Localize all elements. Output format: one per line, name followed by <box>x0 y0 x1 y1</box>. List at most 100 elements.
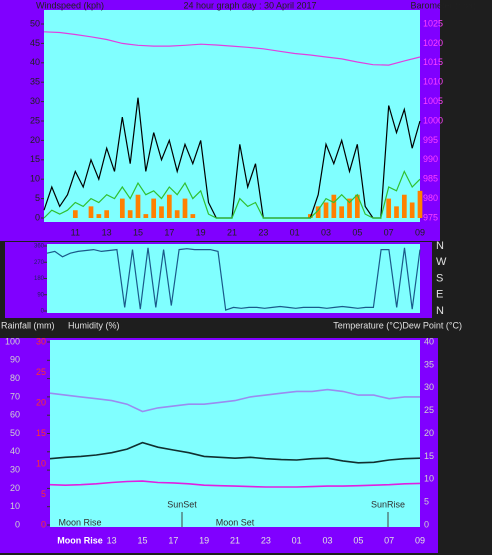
y-tick-label: 20 <box>30 135 40 145</box>
plot-direction <box>47 244 420 313</box>
line <box>43 31 421 66</box>
x-tick-label: 03 <box>322 535 332 545</box>
y-tick-label: 30 <box>30 96 40 106</box>
y-tick-label: 70 <box>10 391 20 401</box>
x-tick-label: 03 <box>321 227 331 237</box>
x-tick-label: 09 <box>415 535 425 545</box>
y2-tick-label: E <box>436 289 443 301</box>
x-tick-label: 23 <box>261 535 271 545</box>
y2-tick-label: W <box>436 256 447 268</box>
y2-tick-label: N <box>436 240 444 252</box>
bar <box>394 206 399 218</box>
annotation: SunRise <box>371 499 405 509</box>
bar <box>151 198 157 218</box>
line <box>49 441 421 464</box>
bar <box>104 210 110 218</box>
bar <box>166 194 172 218</box>
y2-tick-label: 5 <box>424 497 429 507</box>
bar <box>331 194 337 218</box>
y3-tick-label: 20 <box>36 397 46 407</box>
bar <box>159 206 164 218</box>
y-tick-label: 360 <box>34 244 45 250</box>
y-tick-label: 270 <box>34 260 45 266</box>
y-tick-label: 0 <box>35 212 40 222</box>
y-tick-label: 25 <box>30 115 40 125</box>
y2-tick-label: 15 <box>424 451 434 461</box>
bar <box>315 206 321 218</box>
y3-tick-label: 0 <box>41 519 46 529</box>
bar <box>174 210 180 218</box>
x-tick-label: 05 <box>353 535 363 545</box>
y3-tick-label: 10 <box>36 458 46 468</box>
y-tick-label: 5 <box>35 193 40 203</box>
y2-tick-label: 990 <box>423 154 438 164</box>
x-tick-label: 01 <box>292 535 302 545</box>
y-tick-label: 10 <box>30 174 40 184</box>
y2-tick-label: 0 <box>424 519 429 529</box>
y2-tick-label: 40 <box>424 336 434 346</box>
x-tick-label: 07 <box>384 227 394 237</box>
y2-tick-label: 25 <box>424 405 434 415</box>
y2-tick-label: 1010 <box>423 77 443 87</box>
x-tick-label: 17 <box>164 227 174 237</box>
y2-tick-label: 20 <box>424 428 434 438</box>
y2-tick-label: 1025 <box>423 18 443 28</box>
y-tick-label: 15 <box>30 154 40 164</box>
annotation: SunSet <box>167 499 197 509</box>
y2-tick-label: 1005 <box>423 96 443 106</box>
y2-tick-label: 1000 <box>423 115 443 125</box>
annotation: Moon Rise <box>57 535 103 545</box>
y2-tick-label: 1020 <box>423 38 443 48</box>
y-tick-label: 0 <box>15 519 20 529</box>
bar <box>143 214 149 218</box>
x-tick-label: 09 <box>415 227 425 237</box>
y2-tick-label: 10 <box>424 474 434 484</box>
y3-tick-label: 15 <box>36 428 46 438</box>
y-tick-label: 90 <box>10 355 20 365</box>
y-tick-label: 20 <box>10 483 20 493</box>
y-tick-label: 100 <box>5 336 20 346</box>
line <box>49 388 420 413</box>
plot-wind <box>44 10 420 222</box>
bar <box>182 198 188 218</box>
bar <box>96 214 102 218</box>
x-tick-label: 11 <box>71 227 80 237</box>
x-tick-label: 05 <box>352 227 362 237</box>
y-tick-label: 35 <box>30 77 40 87</box>
y3-tick-label: 25 <box>36 367 46 377</box>
x-tick-label: 19 <box>196 227 206 237</box>
y2-axis-label: Temperature (°C)Dew Point (°C) <box>333 320 462 330</box>
y-tick-label: 45 <box>30 38 40 48</box>
x-tick-label: 13 <box>102 227 112 237</box>
x-tick-label: 21 <box>230 535 240 545</box>
x-tick-label: 13 <box>107 535 117 545</box>
plot-temperature <box>50 340 420 527</box>
chart-title: 24 hour graph day : 30 April 2017 <box>183 0 316 10</box>
bar <box>135 194 141 218</box>
x-tick-label: 23 <box>258 227 268 237</box>
y-tick-label: 80 <box>10 373 20 383</box>
bar <box>409 202 415 218</box>
bar <box>354 194 360 218</box>
y3-tick-label: 5 <box>41 489 46 499</box>
y-tick-label: 180 <box>34 276 45 282</box>
y2-axis-label: Barometer (hpa) <box>410 0 476 10</box>
line <box>49 480 421 488</box>
bar <box>347 198 352 218</box>
y3-tick-label: 30 <box>36 336 46 346</box>
line <box>46 247 421 311</box>
x-tick-label: 07 <box>384 535 394 545</box>
y-tick-label: 0 <box>41 309 45 315</box>
bar <box>386 198 392 218</box>
y2-tick-label: 980 <box>423 193 438 203</box>
bar <box>339 206 345 218</box>
bar <box>88 206 94 218</box>
y2-tick-label: 995 <box>423 135 438 145</box>
y2-tick-label: N <box>436 305 444 317</box>
y-tick-label: 50 <box>10 428 20 438</box>
bar <box>417 190 423 218</box>
line <box>43 169 421 219</box>
y-tick-label: 40 <box>30 57 40 67</box>
bar <box>127 210 133 218</box>
